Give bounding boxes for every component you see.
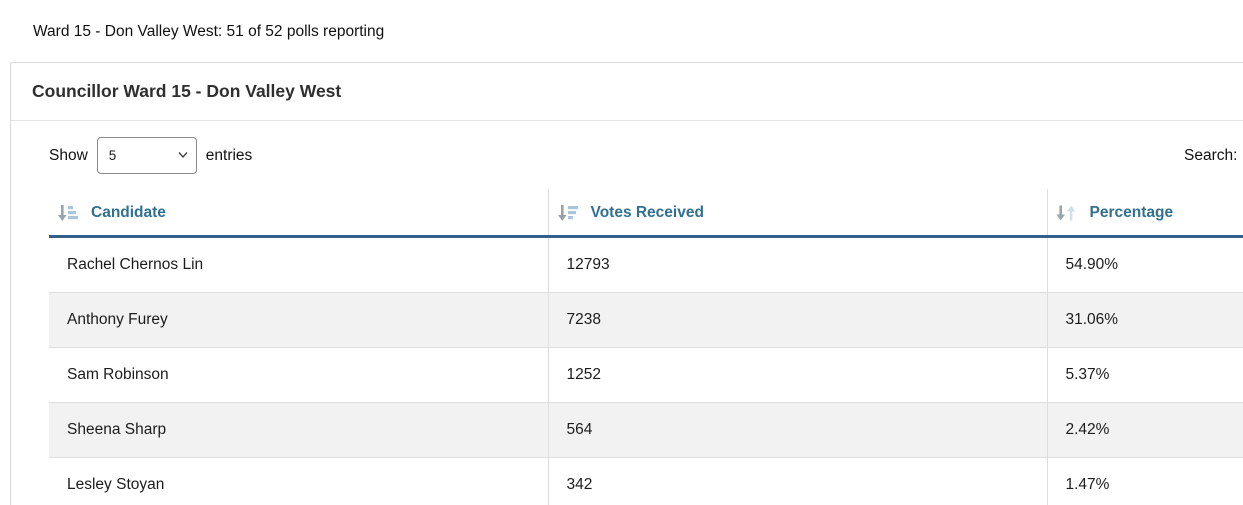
results-table: Candidate — [49, 189, 1243, 505]
cell-candidate: Rachel Chernos Lin — [49, 236, 548, 293]
results-table-body: Rachel Chernos Lin 12793 54.90% Anthony Fur… — [49, 236, 1243, 505]
table-row: Sheena Sharp 564 2.42% — [49, 402, 1243, 458]
cell-votes: 1252 — [547, 347, 1047, 403]
entries-label: entries — [205, 146, 253, 164]
cell-percentage: 54.90% — [1046, 236, 1243, 293]
card-body: Show 5 entries Search: — [11, 121, 1243, 505]
cell-percentage: 31.06% — [1046, 292, 1243, 348]
cell-percentage: 5.37% — [1046, 347, 1243, 403]
cell-candidate: Lesley Stoyan — [49, 457, 548, 505]
sort-both-directions-icon — [1055, 202, 1077, 224]
sort-amount-ascending-icon — [56, 202, 78, 224]
cell-votes: 564 — [547, 402, 1047, 458]
table-row: Sam Robinson 1252 5.37% — [49, 347, 1243, 403]
cell-votes: 7238 — [547, 292, 1047, 348]
cell-candidate: Sam Robinson — [49, 347, 548, 403]
show-label: Show — [49, 146, 88, 164]
column-header-candidate[interactable]: Candidate — [49, 189, 548, 238]
results-card: Councillor Ward 15 - Don Valley West Sho… — [10, 62, 1243, 505]
sort-amount-descending-icon — [556, 202, 578, 224]
table-row: Lesley Stoyan 342 1.47% — [49, 457, 1243, 505]
cell-votes: 342 — [547, 457, 1047, 505]
entries-select-wrap: 5 — [96, 137, 197, 174]
column-header-percentage[interactable]: Percentage — [1046, 189, 1243, 238]
table-row: Anthony Furey 7238 31.06% — [49, 292, 1243, 348]
card-header: Councillor Ward 15 - Don Valley West — [11, 63, 1243, 121]
length-control: Show 5 entries — [49, 137, 1243, 174]
column-header-votes[interactable]: Votes Received — [547, 189, 1047, 238]
table-header-row: Candidate — [49, 189, 1243, 238]
entries-select[interactable]: 5 — [96, 137, 197, 174]
cell-percentage: 1.47% — [1046, 457, 1243, 505]
cell-votes: 12793 — [547, 236, 1047, 293]
table-row: Rachel Chernos Lin 12793 54.90% — [49, 236, 1243, 293]
column-label: Percentage — [1089, 204, 1174, 221]
cell-candidate: Anthony Furey — [49, 292, 548, 348]
page-title: Councillor Ward 15 - Don Valley West — [32, 81, 342, 101]
column-label: Votes Received — [590, 204, 704, 221]
polls-reporting-status: Ward 15 - Don Valley West: 51 of 52 poll… — [33, 23, 385, 40]
column-label: Candidate — [91, 204, 166, 221]
search-label: Search: — [1184, 146, 1238, 164]
cell-candidate: Sheena Sharp — [49, 402, 548, 458]
search-control: Search: — [1184, 137, 1243, 174]
cell-percentage: 2.42% — [1046, 402, 1243, 458]
